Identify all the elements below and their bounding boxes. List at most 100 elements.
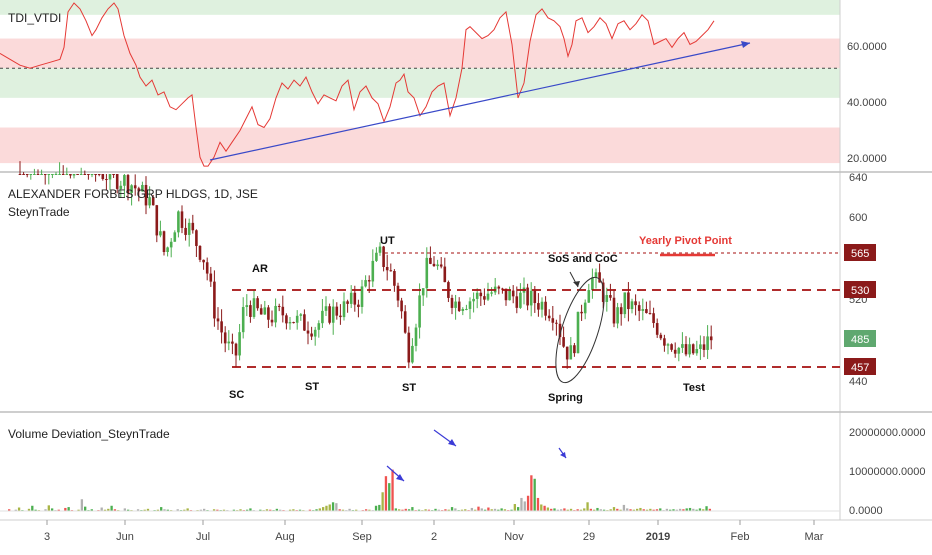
candle-body xyxy=(631,301,634,309)
candle-body xyxy=(620,307,623,314)
candle-body xyxy=(246,305,249,307)
volume-bar xyxy=(81,499,83,511)
price-title: ALEXANDER FORBES GRP HLDGS, 1D, JSE xyxy=(8,187,258,201)
volume-bar xyxy=(388,483,390,511)
candle-body xyxy=(91,174,94,175)
candle-body xyxy=(609,295,612,298)
candle-body xyxy=(426,258,429,288)
tdi-axis-label: 20.0000 xyxy=(847,153,887,165)
tdi-band xyxy=(0,68,840,98)
volume-panel: Volume Deviation_SteynTrade xyxy=(0,427,840,511)
label-st: ST xyxy=(305,381,319,393)
volume-bar xyxy=(451,507,453,511)
volume-bar xyxy=(385,476,387,511)
candle-body xyxy=(645,309,648,313)
candle-body xyxy=(217,318,220,321)
candle-body xyxy=(174,232,177,241)
volume-axis-label: 0.0000 xyxy=(849,505,883,517)
volume-axis-label: 10000000.0000 xyxy=(849,466,925,478)
candle-body xyxy=(22,174,25,175)
volume-bar xyxy=(543,506,545,511)
candle-body xyxy=(76,174,79,175)
candle-body xyxy=(105,179,108,180)
candle-body xyxy=(343,301,346,317)
volume-arrowhead-icon xyxy=(448,439,456,446)
candle-body xyxy=(184,228,187,235)
time-axis-label: Jul xyxy=(196,531,210,543)
candle-body xyxy=(166,247,169,252)
candle-body xyxy=(613,298,616,324)
candle-body xyxy=(516,296,519,308)
candle-body xyxy=(408,333,411,363)
candle-body xyxy=(170,242,173,248)
candle-body xyxy=(87,174,90,175)
label-sos: SoS and CoC xyxy=(548,253,618,265)
candle-body xyxy=(411,346,414,363)
candle-body xyxy=(102,174,105,179)
volume-bar xyxy=(84,507,86,511)
candle-body xyxy=(66,174,69,175)
candle-body xyxy=(418,295,421,327)
volume-bar xyxy=(391,470,393,511)
candle-body xyxy=(588,290,591,303)
candle-body xyxy=(400,301,403,312)
candle-body xyxy=(498,287,501,289)
candle-body xyxy=(606,295,609,302)
volume-bar xyxy=(623,505,625,511)
candle-body xyxy=(670,344,673,350)
candle-body xyxy=(296,316,299,323)
candle-body xyxy=(238,332,241,355)
candle-body xyxy=(642,309,645,311)
tdi-bands xyxy=(0,0,840,163)
candle-body xyxy=(336,307,339,316)
candle-body xyxy=(123,175,126,186)
candle-body xyxy=(260,308,263,314)
candle-body xyxy=(274,306,277,322)
candle-body xyxy=(346,301,349,304)
candle-body xyxy=(465,309,468,310)
time-axis-label: Sep xyxy=(352,531,372,543)
candle-body xyxy=(566,347,569,360)
candle-body xyxy=(231,342,234,344)
label-test: Test xyxy=(683,382,705,394)
candle-body xyxy=(350,293,353,304)
candle-body xyxy=(663,338,666,345)
candle-body xyxy=(62,174,65,175)
candle-body xyxy=(163,231,166,252)
candle-body xyxy=(321,311,324,323)
candle-body xyxy=(444,267,447,283)
candle-body xyxy=(156,205,159,235)
candle-body xyxy=(541,302,544,310)
candle-body xyxy=(375,253,378,261)
volume-bar xyxy=(378,505,380,511)
tdi-panel: TDI_VTDI xyxy=(0,0,840,166)
candle-body xyxy=(595,272,598,277)
candle-body xyxy=(98,174,101,175)
candle-body xyxy=(580,312,583,313)
volume-bar xyxy=(375,506,377,511)
candle-body xyxy=(458,302,461,311)
candle-body xyxy=(480,293,483,296)
candle-body xyxy=(699,344,702,349)
candle-body xyxy=(73,174,76,175)
time-axis-label: Feb xyxy=(731,531,750,543)
candle-body xyxy=(454,302,457,308)
candle-body xyxy=(37,174,40,175)
candle-body xyxy=(433,264,436,266)
candle-body xyxy=(710,336,713,340)
candle-body xyxy=(278,306,281,307)
time-axis-label: Jun xyxy=(116,531,134,543)
candle-body xyxy=(361,286,364,307)
candle-body xyxy=(591,277,594,290)
volume-bar xyxy=(160,507,162,511)
candle-body xyxy=(80,174,83,175)
candle-body xyxy=(660,335,663,338)
candle-body xyxy=(508,291,511,301)
candle-body xyxy=(44,174,47,175)
candle-body xyxy=(368,280,371,281)
tdi-axis-label: 40.0000 xyxy=(847,97,887,109)
volume-bar xyxy=(322,507,324,511)
